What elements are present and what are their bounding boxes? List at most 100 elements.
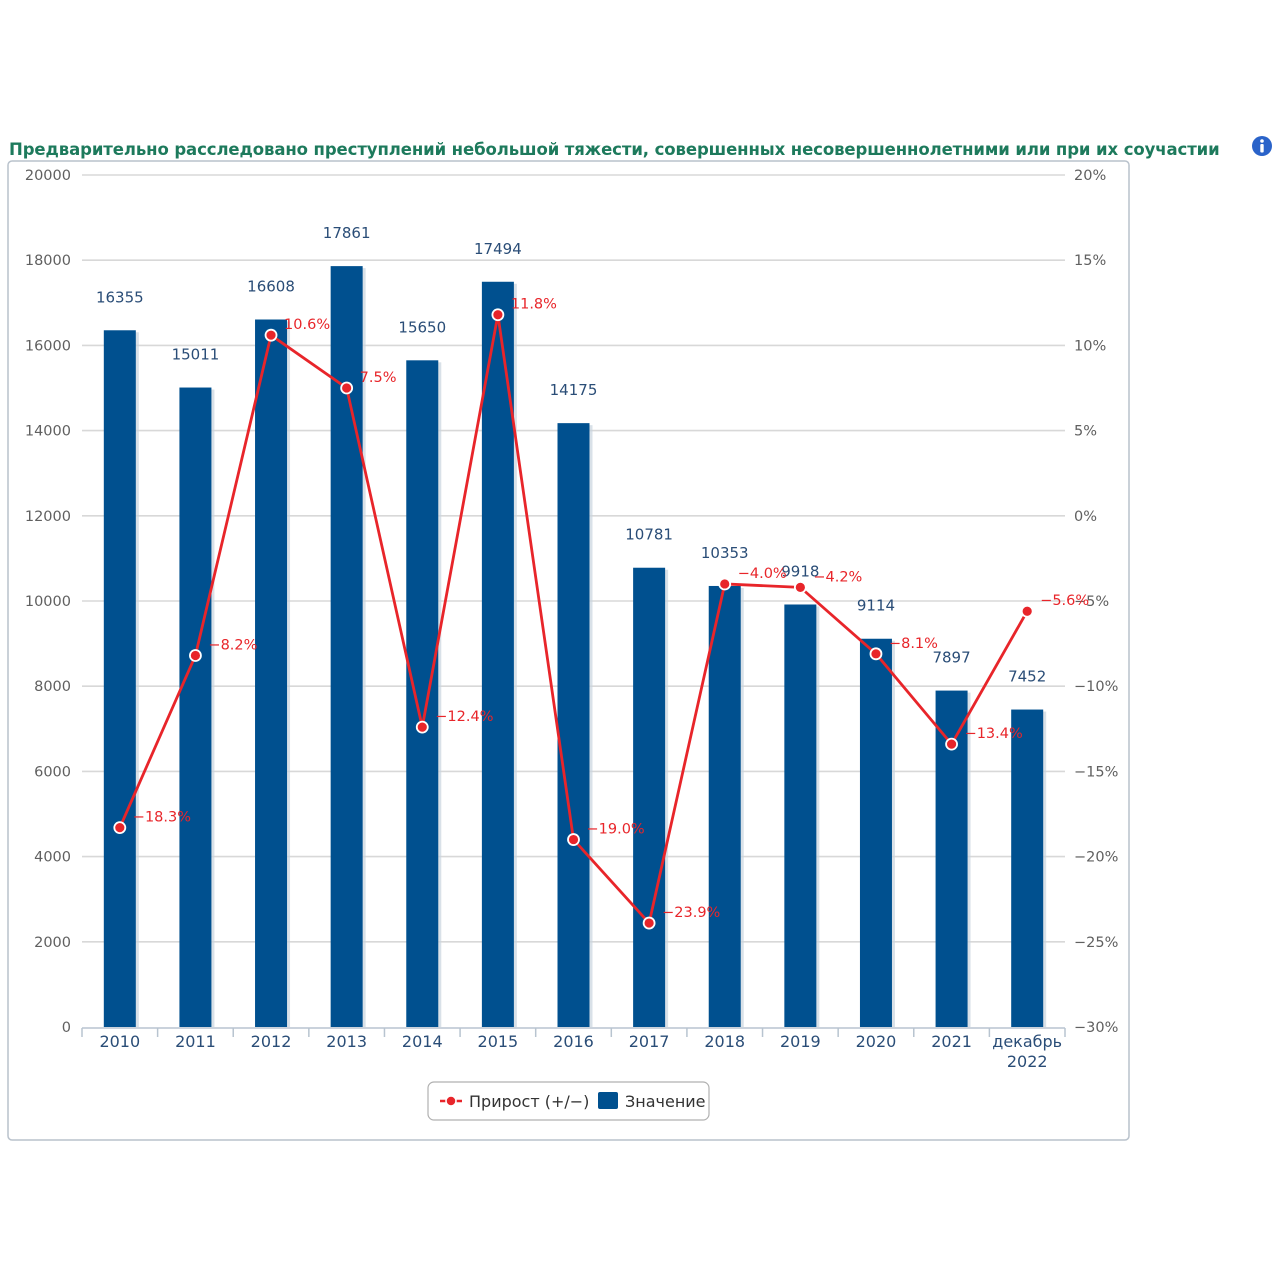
bar[interactable] (406, 360, 439, 1027)
x-tick-label: 2017 (629, 1032, 670, 1051)
x-tick-label: 2010 (99, 1032, 140, 1051)
bar-value-label: 10781 (625, 526, 673, 544)
growth-value-label: −23.9% (662, 905, 720, 921)
bar-value-label: 14175 (550, 381, 598, 399)
right-axis-ticks: −30% −25% −20% −15% −10% −5% 0% 5% 10% 15% 20% (1074, 168, 1118, 1036)
legend-item-growth[interactable]: Прирост (+/−) (469, 1092, 589, 1111)
x-tick-label: 2015 (478, 1032, 519, 1051)
right-tick-label: 5% (1074, 424, 1097, 440)
left-tick-label: 0 (62, 1020, 71, 1036)
left-tick-label: 14000 (25, 424, 71, 440)
bar-value-label: 9918 (781, 562, 819, 580)
bar[interactable] (557, 423, 590, 1027)
growth-value-label: −19.0% (587, 822, 645, 838)
bar[interactable] (481, 281, 514, 1027)
x-tick-label: 2018 (704, 1032, 745, 1051)
x-tick-label: 2012 (251, 1032, 292, 1051)
legend-box (427, 1081, 710, 1121)
bar-value-label: 16608 (247, 277, 295, 295)
right-tick-label: −25% (1074, 935, 1118, 951)
left-tick-label: 20000 (25, 168, 71, 184)
line-point[interactable] (793, 580, 807, 594)
info-icon[interactable] (1251, 135, 1273, 157)
left-tick-label: 6000 (34, 764, 71, 780)
right-tick-label: −10% (1074, 679, 1118, 695)
bar[interactable] (784, 604, 817, 1027)
bar[interactable] (179, 387, 212, 1028)
left-tick-label: 10000 (25, 594, 71, 610)
bar-value-label: 16355 (96, 288, 144, 306)
data-labels: 16355 15011 16608 17861 15650 17494 14175 10781… (96, 224, 1089, 921)
bar[interactable] (633, 567, 666, 1027)
bar[interactable] (103, 330, 136, 1028)
legend[interactable]: Прирост (+/−) Значение (427, 1081, 710, 1121)
x-tick-label: 2022 (1007, 1052, 1048, 1071)
x-tick-label: 2020 (856, 1032, 897, 1051)
growth-value-label: −8.2% (208, 638, 257, 654)
growth-value-label: −5.6% (1040, 593, 1089, 609)
growth-value-label: −13.4% (965, 726, 1023, 742)
bar-value-label: 17494 (474, 240, 522, 258)
right-tick-label: 15% (1074, 253, 1106, 269)
line-point[interactable] (718, 577, 732, 591)
legend-line-marker (445, 1095, 457, 1107)
left-tick-label: 18000 (25, 253, 71, 269)
bar-value-label: 7897 (932, 649, 970, 667)
line-point[interactable] (642, 916, 656, 930)
right-tick-label: 20% (1074, 168, 1106, 184)
line-point[interactable] (869, 647, 883, 661)
growth-value-label: 11.8% (511, 297, 557, 313)
chart-title: Предварительно расследовано преступлений… (9, 140, 1220, 159)
growth-value-label: −4.2% (813, 569, 862, 585)
left-tick-label: 16000 (25, 338, 71, 354)
left-tick-label: 8000 (34, 679, 71, 695)
line-series (113, 308, 1034, 930)
chart-frame (7, 160, 1130, 1141)
line-point[interactable] (945, 737, 958, 751)
bar-value-label: 9114 (857, 597, 895, 615)
right-tick-label: 0% (1074, 509, 1097, 525)
bar[interactable] (708, 585, 741, 1027)
right-tick-label: 10% (1074, 338, 1106, 354)
line-point[interactable] (1020, 604, 1034, 618)
growth-value-label: −12.4% (435, 709, 493, 725)
line-point[interactable] (264, 328, 278, 342)
x-axis: 2010 2011 2012 2013 2014 2015 2016 2017 2018 2019… (81, 1027, 1066, 1071)
left-axis-ticks: 0 2000 4000 6000 8000 10000 12000 14000 16000 180… (25, 168, 71, 1036)
x-tick-label: 2013 (326, 1032, 367, 1051)
growth-value-label: 10.6% (284, 317, 330, 333)
line-point[interactable] (415, 720, 429, 734)
x-tick-label: 2016 (553, 1032, 594, 1051)
growth-value-label: −18.3% (133, 810, 191, 826)
growth-value-label: −8.1% (889, 636, 938, 652)
bar-value-label: 7452 (1008, 668, 1046, 686)
bar[interactable] (1011, 709, 1044, 1027)
x-tick-label: декабрь (992, 1032, 1062, 1051)
bar[interactable] (859, 638, 892, 1027)
right-tick-label: −5% (1074, 594, 1109, 610)
right-tick-label: −30% (1074, 1020, 1118, 1036)
x-tick-label: 2021 (931, 1032, 972, 1051)
bar[interactable] (255, 319, 288, 1027)
growth-value-label: 7.5% (360, 370, 397, 386)
line-point[interactable] (113, 821, 127, 835)
left-tick-label: 12000 (25, 509, 71, 525)
legend-bar-symbol (598, 1092, 618, 1109)
legend-item-value[interactable]: Значение (625, 1092, 706, 1111)
x-tick-label: 2014 (402, 1032, 443, 1051)
line-point[interactable] (491, 308, 505, 322)
bar-value-label: 15011 (172, 346, 220, 364)
line-point[interactable] (340, 381, 354, 395)
line-point[interactable] (189, 649, 202, 662)
x-tick-label: 2011 (175, 1032, 216, 1051)
right-tick-label: −15% (1074, 764, 1118, 780)
bar-value-label: 17861 (323, 224, 371, 242)
left-tick-label: 2000 (34, 935, 71, 951)
bar-value-label: 10353 (701, 544, 749, 562)
line-point[interactable] (567, 833, 580, 846)
right-tick-label: −20% (1074, 850, 1118, 866)
bar-value-label: 15650 (398, 318, 446, 336)
x-tick-label: 2019 (780, 1032, 821, 1051)
bar-series (103, 266, 1047, 1028)
